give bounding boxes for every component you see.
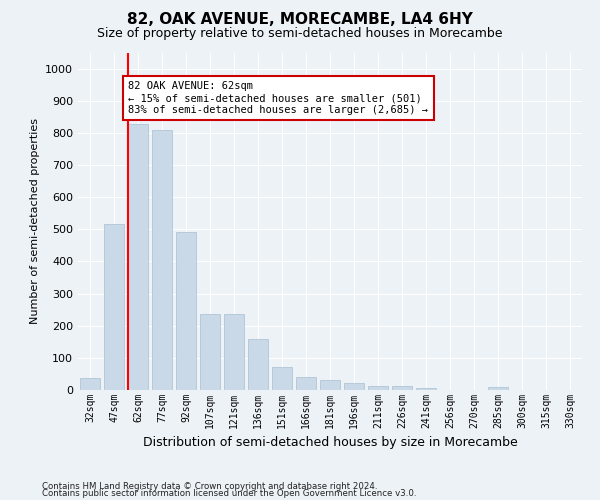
Bar (416, 388, 436, 390)
Bar (368, 386, 388, 390)
Bar (152, 130, 172, 390)
Bar (200, 314, 220, 390)
X-axis label: Distribution of semi-detached houses by size in Morecambe: Distribution of semi-detached houses by … (143, 436, 517, 450)
Bar (176, 232, 196, 390)
Bar (344, 383, 364, 390)
Text: 82 OAK AVENUE: 62sqm
← 15% of semi-detached houses are smaller (501)
83% of semi: 82 OAK AVENUE: 62sqm ← 15% of semi-detac… (128, 82, 428, 114)
Text: Size of property relative to semi-detached houses in Morecambe: Size of property relative to semi-detach… (97, 28, 503, 40)
Bar (488, 388, 508, 390)
Bar (392, 386, 412, 390)
Bar (296, 376, 316, 390)
Bar (80, 378, 100, 390)
Bar (104, 224, 124, 390)
Bar (128, 124, 148, 390)
Text: Contains public sector information licensed under the Open Government Licence v3: Contains public sector information licen… (42, 489, 416, 498)
Y-axis label: Number of semi-detached properties: Number of semi-detached properties (29, 118, 40, 324)
Text: 82, OAK AVENUE, MORECAMBE, LA4 6HY: 82, OAK AVENUE, MORECAMBE, LA4 6HY (127, 12, 473, 28)
Bar (224, 314, 244, 390)
Bar (248, 338, 268, 390)
Bar (320, 380, 340, 390)
Bar (272, 367, 292, 390)
Text: Contains HM Land Registry data © Crown copyright and database right 2024.: Contains HM Land Registry data © Crown c… (42, 482, 377, 491)
